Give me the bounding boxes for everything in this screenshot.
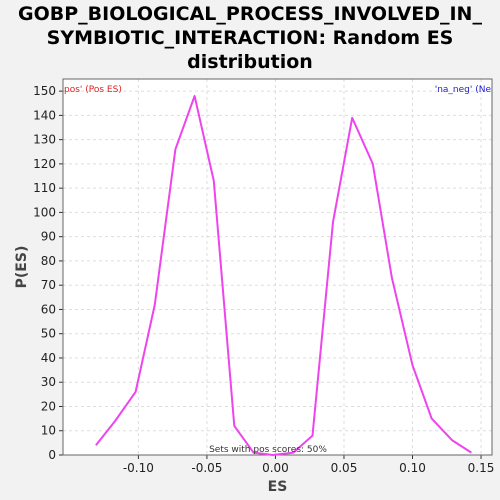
left-legend-label: pos' (Pos ES)	[64, 85, 122, 95]
y-tick-label: 90	[41, 230, 56, 244]
y-tick-label: 50	[41, 327, 56, 341]
x-tick-label: -0.05	[191, 461, 222, 475]
series-group	[95, 95, 472, 456]
tick-labels: 0 10 20 30 40 50 60 70 80 90 100 110 120 130 140 150 -0.…	[33, 84, 494, 475]
x-axis-label: ES	[268, 479, 288, 495]
y-tick-label: 60	[41, 302, 56, 316]
x-tick-label: 0.10	[399, 461, 426, 475]
sets-with-pos-scores-note: Sets with pos scores: 50%	[209, 445, 327, 455]
y-tick-label: 0	[48, 448, 56, 462]
x-tick-label: 0.05	[331, 461, 358, 475]
series-line	[95, 95, 472, 456]
y-tick-label: 100	[33, 205, 56, 219]
y-tick-label: 150	[33, 84, 56, 98]
plot-area	[63, 79, 492, 455]
chart-title: GOBP_BIOLOGICAL_PROCESS_INVOLVED_IN_ SYM…	[0, 2, 500, 74]
y-tick-label: 40	[41, 351, 56, 365]
grid-lines	[63, 79, 492, 456]
chart-title-line-2: SYMBIOTIC_INTERACTION: Random ES	[46, 27, 454, 49]
chart-title-line-3: distribution	[187, 51, 313, 73]
y-tick-label: 20	[41, 399, 56, 413]
axes	[59, 78, 493, 459]
x-tick-label: -0.10	[123, 461, 154, 475]
y-tick-label: 120	[33, 157, 56, 171]
y-tick-label: 70	[41, 278, 56, 292]
y-tick-label: 110	[33, 181, 56, 195]
y-tick-label: 140	[33, 108, 56, 122]
y-tick-label: 80	[41, 254, 56, 268]
x-tick-label: 0.00	[262, 461, 289, 475]
y-axis-label: P(ES)	[14, 246, 30, 289]
y-tick-label: 30	[41, 375, 56, 389]
y-tick-label: 130	[33, 133, 56, 147]
plot-annotations: pos' (Pos ES) 'na_neg' (Ne Sets with pos…	[64, 85, 491, 455]
right-legend-label: 'na_neg' (Ne	[435, 85, 492, 95]
chart-title-line-1: GOBP_BIOLOGICAL_PROCESS_INVOLVED_IN_	[18, 3, 482, 25]
y-tick-label: 10	[41, 424, 56, 438]
x-tick-label: 0.15	[468, 461, 495, 475]
